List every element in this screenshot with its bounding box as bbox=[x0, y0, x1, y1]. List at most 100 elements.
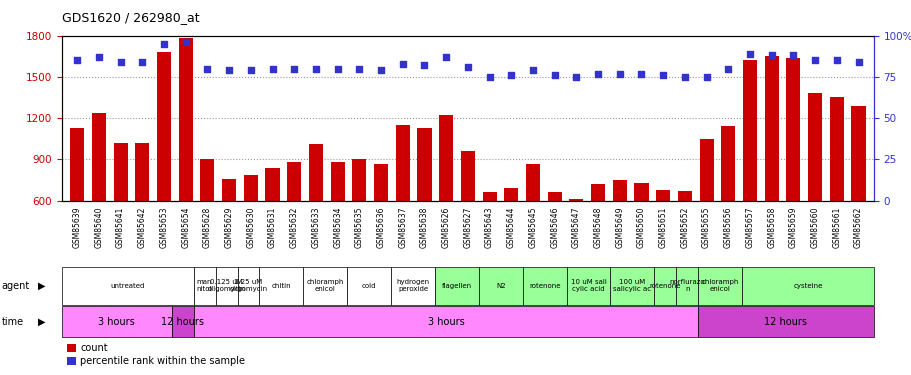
Text: ▶: ▶ bbox=[38, 281, 46, 291]
Point bbox=[547, 72, 561, 78]
Bar bbox=[135, 143, 149, 283]
Point bbox=[395, 61, 410, 67]
Bar bbox=[590, 184, 605, 283]
Point bbox=[287, 66, 302, 72]
Point bbox=[70, 57, 85, 63]
Bar bbox=[243, 174, 258, 283]
Text: man
nitol: man nitol bbox=[197, 279, 212, 292]
Point bbox=[221, 67, 236, 73]
Bar bbox=[829, 98, 843, 283]
Point bbox=[633, 70, 648, 76]
Point bbox=[785, 53, 800, 58]
Text: GDS1620 / 262980_at: GDS1620 / 262980_at bbox=[62, 11, 200, 24]
Point bbox=[482, 74, 496, 80]
Point bbox=[200, 66, 214, 72]
Point bbox=[438, 54, 453, 60]
Point bbox=[352, 66, 366, 72]
Bar bbox=[287, 162, 301, 283]
Bar bbox=[566, 267, 609, 305]
Bar bbox=[114, 143, 128, 283]
Bar bbox=[395, 125, 409, 283]
Bar bbox=[807, 93, 821, 283]
Bar bbox=[785, 58, 800, 283]
Bar bbox=[526, 164, 539, 283]
Bar bbox=[742, 60, 756, 283]
Bar bbox=[609, 267, 653, 305]
Text: 0.125 uM
oligomycin: 0.125 uM oligomycin bbox=[208, 279, 245, 292]
Bar bbox=[568, 199, 583, 283]
Text: 12 hours: 12 hours bbox=[763, 316, 806, 327]
Text: cold: cold bbox=[362, 283, 376, 289]
Bar bbox=[522, 267, 566, 305]
Text: agent: agent bbox=[2, 281, 30, 291]
Point bbox=[416, 62, 431, 68]
Point bbox=[135, 59, 149, 65]
Text: chloramph
enicol: chloramph enicol bbox=[701, 279, 738, 292]
Bar bbox=[612, 180, 626, 283]
Point bbox=[850, 59, 865, 65]
Point bbox=[243, 67, 258, 73]
Bar bbox=[330, 162, 344, 283]
Point bbox=[460, 64, 475, 70]
Bar bbox=[655, 190, 670, 283]
Text: time: time bbox=[2, 316, 24, 327]
Bar bbox=[303, 267, 347, 305]
Text: 12 hours: 12 hours bbox=[161, 316, 204, 327]
Point bbox=[525, 67, 539, 73]
Bar bbox=[237, 267, 259, 305]
Bar bbox=[171, 306, 193, 337]
Bar bbox=[347, 267, 391, 305]
Bar bbox=[92, 112, 106, 283]
Text: chloramph
enicol: chloramph enicol bbox=[306, 279, 343, 292]
Bar bbox=[653, 267, 676, 305]
Point bbox=[91, 54, 106, 60]
Bar bbox=[265, 168, 280, 283]
Bar bbox=[70, 128, 84, 283]
Text: cysteine: cysteine bbox=[793, 283, 822, 289]
Text: ▶: ▶ bbox=[38, 316, 46, 327]
Point bbox=[807, 57, 822, 63]
Point bbox=[504, 72, 518, 78]
Text: 3 hours: 3 hours bbox=[427, 316, 464, 327]
Text: 10 uM sali
cylic acid: 10 uM sali cylic acid bbox=[570, 279, 606, 292]
Bar bbox=[215, 267, 237, 305]
Bar bbox=[504, 188, 517, 283]
Bar bbox=[676, 267, 698, 305]
Point bbox=[721, 66, 735, 72]
Point bbox=[374, 67, 388, 73]
Bar bbox=[763, 56, 778, 283]
Bar bbox=[460, 151, 475, 283]
Point bbox=[157, 41, 171, 47]
Bar bbox=[179, 38, 192, 283]
Point bbox=[763, 53, 778, 58]
Text: chitin: chitin bbox=[271, 283, 291, 289]
Point bbox=[699, 74, 713, 80]
Text: N2: N2 bbox=[496, 283, 505, 289]
Bar bbox=[435, 267, 478, 305]
Bar bbox=[62, 306, 171, 337]
Bar bbox=[698, 267, 742, 305]
Point bbox=[113, 59, 128, 65]
Bar bbox=[157, 52, 171, 283]
Point bbox=[742, 51, 756, 57]
Bar bbox=[742, 267, 873, 305]
Point bbox=[330, 66, 344, 72]
Text: 3 hours: 3 hours bbox=[98, 316, 135, 327]
Bar bbox=[193, 267, 215, 305]
Legend: count, percentile rank within the sample: count, percentile rank within the sample bbox=[67, 344, 245, 366]
Text: norflurazo
n: norflurazo n bbox=[669, 279, 704, 292]
Bar bbox=[851, 106, 865, 283]
Point bbox=[655, 72, 670, 78]
Text: hydrogen
peroxide: hydrogen peroxide bbox=[396, 279, 429, 292]
Bar bbox=[677, 191, 691, 283]
Bar bbox=[200, 159, 214, 283]
Bar bbox=[417, 128, 431, 283]
Bar bbox=[478, 267, 522, 305]
Bar bbox=[482, 192, 496, 283]
Text: 100 uM
salicylic ac: 100 uM salicylic ac bbox=[613, 279, 650, 292]
Point bbox=[612, 70, 627, 76]
Text: rotenone: rotenone bbox=[528, 283, 559, 289]
Bar bbox=[374, 164, 388, 283]
Text: rotenone: rotenone bbox=[649, 283, 681, 289]
Bar bbox=[259, 267, 303, 305]
